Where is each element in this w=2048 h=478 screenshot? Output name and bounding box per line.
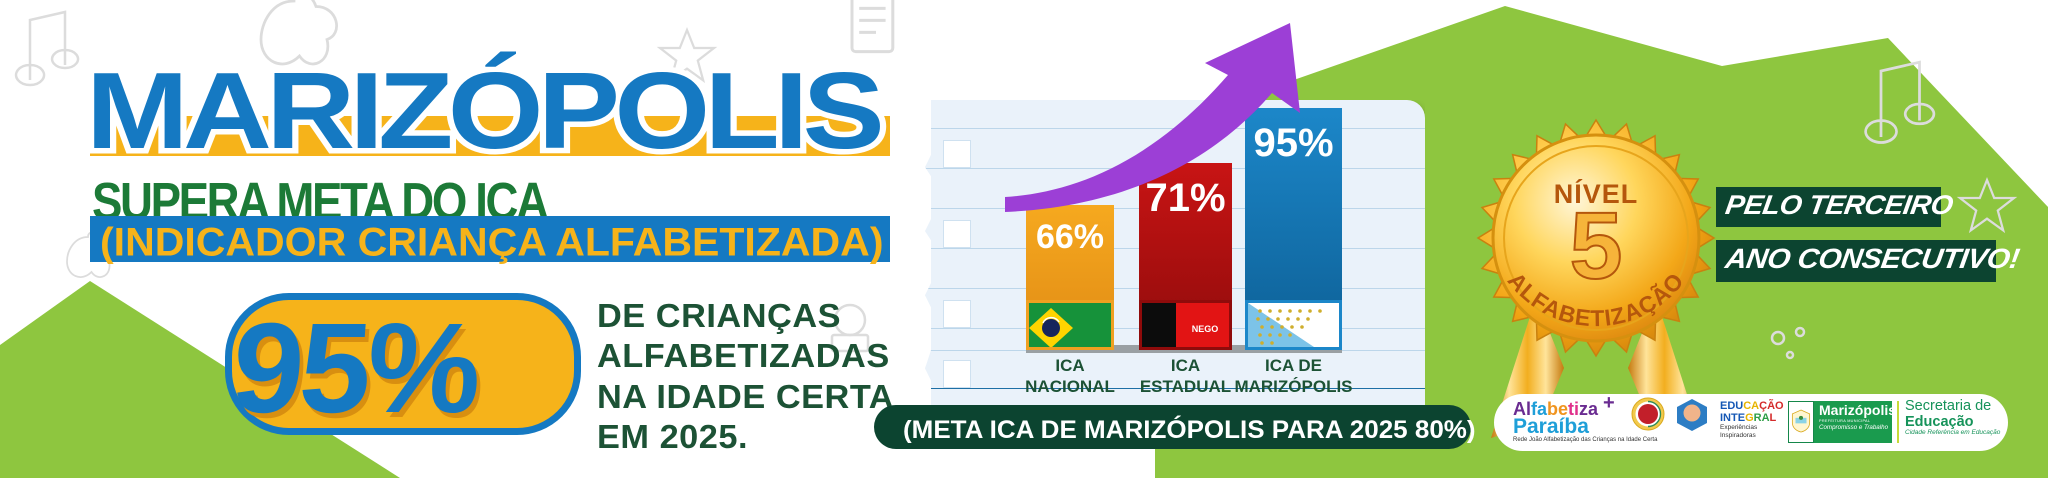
svg-text:5: 5 xyxy=(1570,193,1623,299)
svg-text:NEGO: NEGO xyxy=(1192,324,1219,334)
